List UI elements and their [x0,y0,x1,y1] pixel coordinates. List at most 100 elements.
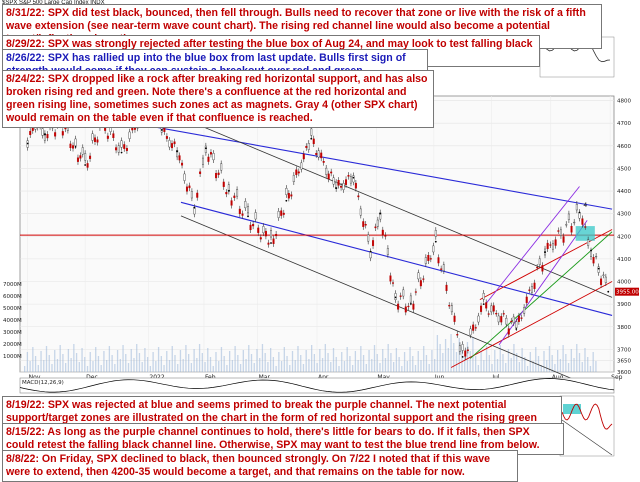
volume-bar [311,345,313,372]
y-tick-label: 3700 [617,347,631,353]
volume-bar [108,346,111,372]
candle-body [257,227,260,233]
candle-body [125,148,128,151]
volume-bar [387,344,389,372]
volume-bar [428,364,430,372]
candle-body [399,295,402,297]
y-tick-label: 3900 [617,302,631,308]
volume-bar [97,356,100,372]
volume-bar [157,347,160,372]
volume-bar [587,357,589,372]
volume-bar [316,363,318,372]
volume-bar [111,355,113,372]
candle-body [345,179,348,185]
volume-bar [420,360,422,372]
candle-body [238,208,241,215]
volume-bar [417,351,419,372]
candle-body [215,173,218,179]
candle-body [440,268,443,270]
candle-body [29,131,32,136]
candle-body [497,315,500,323]
candle-body [225,192,228,195]
candle-body [549,244,552,246]
volume-bar [540,365,542,372]
chart-header: $SPX S&P 500 Large Cap Index INDX [2,0,105,6]
volume-bar [507,349,510,372]
volume-bar [308,359,310,372]
candle-body [538,258,541,265]
candle-body [171,143,174,149]
volume-bar [34,356,37,372]
volume-bar [73,344,75,372]
volume-bar [48,355,50,372]
volume-bar [226,365,228,372]
candle-body [241,213,244,216]
volume-bar [573,358,575,372]
candle-body [204,145,207,153]
volume-bar [365,364,367,372]
candle-body [386,248,389,255]
close-point [482,303,485,306]
candle-body [267,242,270,245]
candle-body [128,131,131,139]
volume-bar [54,350,56,372]
candle-body [72,145,75,149]
candle-body [79,155,82,159]
volume-bar [204,362,206,372]
candle-body [89,155,92,159]
volume-bar [37,365,39,372]
close-point [120,151,123,154]
volume-bar [168,360,171,372]
volume-axis-label: 7000M [3,282,22,288]
close-point [285,199,288,202]
candle-body [456,334,459,336]
candle-body [337,180,340,186]
volume-bar [368,350,370,372]
close-point [335,187,338,189]
volume-bar [212,366,214,372]
candle-body [557,230,560,232]
close-point [369,250,372,253]
candle-body [212,153,215,161]
volume-bar [250,354,253,372]
candle-body [397,303,400,310]
candle-body [233,195,236,198]
candle-body [300,162,303,170]
volume-bar [510,358,512,372]
symbol-subtitle: S&P 500 Large Cap Index INDX [19,0,105,6]
volume-bar [185,345,187,372]
volume-bar [305,350,307,372]
volume-bar [67,349,70,372]
candle-body [533,282,536,289]
x-tick-label: May [377,374,390,381]
volume-bar [458,338,460,372]
volume-bar [171,346,173,372]
candle-body [115,147,118,151]
candle-body [453,315,456,322]
volume-bar [138,353,141,372]
volume-bar [207,348,209,372]
volume-bar [62,354,64,372]
candle-body [302,153,305,160]
volume-bar [442,353,444,372]
volume-bar [229,351,231,372]
volume-bar [166,351,168,372]
volume-bar [89,352,91,372]
candle-body [474,327,477,329]
candle-body [480,305,483,312]
candle-body [41,128,44,136]
volume-bar [179,350,182,372]
candle-body [384,235,387,237]
volume-bar [32,347,34,372]
candle-body [181,162,184,166]
candle-body [512,316,515,324]
candle-body [282,212,285,215]
candle-body [354,182,357,189]
volume-bar [483,360,485,372]
volume-bar [196,358,198,372]
candle-body [517,315,520,322]
volume-bar [51,364,53,372]
candle-body [551,243,554,250]
close-point [84,164,87,166]
volume-bar [412,356,414,372]
